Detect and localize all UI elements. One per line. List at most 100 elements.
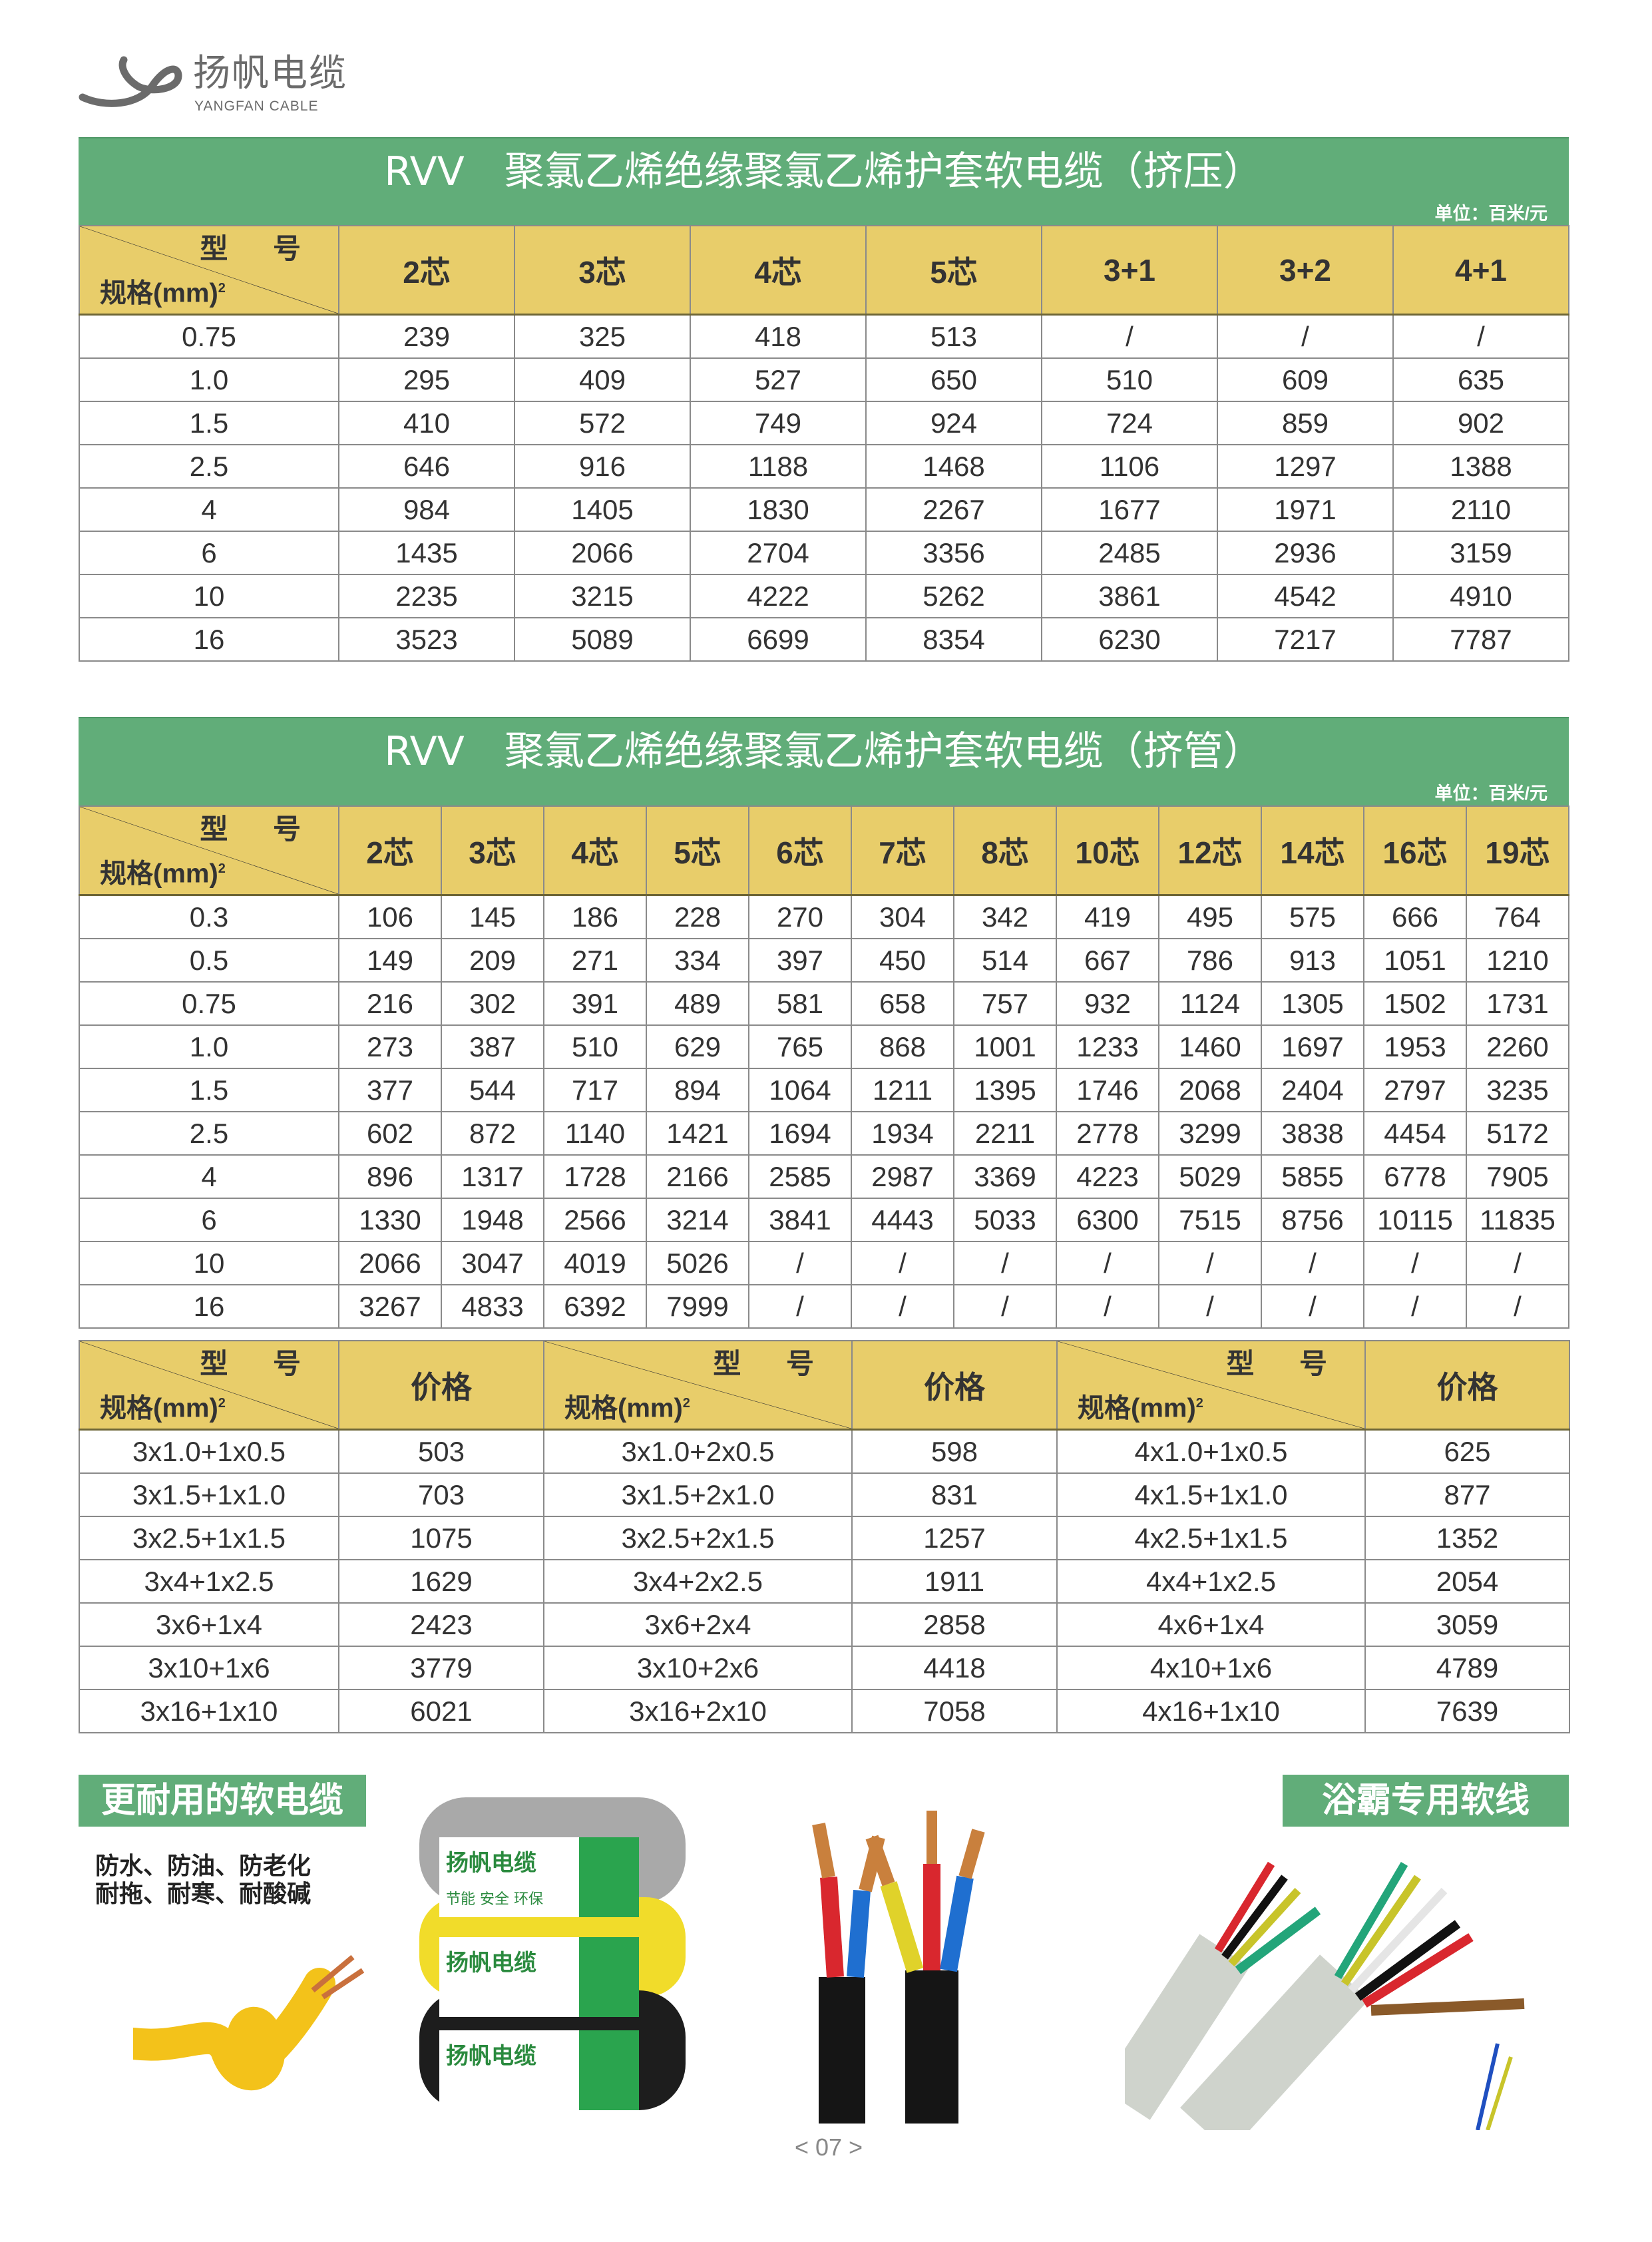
price-cell: 495: [1158, 894, 1262, 939]
price-cell: 3215: [514, 574, 691, 618]
column-header: 12芯: [1158, 805, 1262, 896]
bath-heater-cables-image: [1125, 1861, 1525, 2130]
price-cell: 4222: [690, 574, 867, 618]
corner-model-label: 型 号: [1226, 1348, 1346, 1379]
price-cell: 3299: [1158, 1111, 1262, 1156]
price-cell: 1694: [748, 1111, 852, 1156]
price-cell: 6230: [1041, 617, 1218, 662]
spec-cell: 0.3: [79, 894, 339, 939]
price-cell: 270: [748, 894, 852, 939]
price-cell: 1468: [865, 444, 1042, 489]
price-cell: 658: [851, 981, 954, 1026]
right-promo-tag: 浴霸专用软线: [1283, 1775, 1569, 1827]
price-cell: 765: [748, 1024, 852, 1069]
price-cell: 514: [953, 938, 1057, 983]
diagonal-divider: [1058, 1341, 1364, 1429]
price-cell: 3267: [338, 1284, 442, 1329]
price-cell: 724: [1041, 401, 1218, 445]
price-cell: 2404: [1261, 1068, 1364, 1112]
corner-model-label: 型 号: [200, 813, 319, 845]
price-cell: 7787: [1392, 617, 1569, 662]
price-cell: 5029: [1158, 1154, 1262, 1199]
column-header: 5芯: [646, 805, 749, 896]
price-cell: 1971: [1217, 487, 1394, 532]
price-cell: 391: [543, 981, 647, 1026]
combo-price-table: 型 号规格(mm)2 价格型 号规格(mm)2 价格型 号规格(mm)2 价格 3x1.…: [79, 1340, 1570, 1733]
spool-brand-text: 扬帆电缆: [446, 1950, 536, 1976]
price-cell: 877: [1364, 1472, 1570, 1517]
price-cell: /: [1392, 314, 1569, 359]
price-cell: 1124: [1158, 981, 1262, 1026]
price-cell: 3861: [1041, 574, 1218, 618]
column-header: 4芯: [543, 805, 647, 896]
table-row: 0.3 106 145 186 228 270 304 342 419 495 575 666 764: [79, 894, 1569, 939]
spool-brand-text: 扬帆电缆: [446, 2043, 536, 2070]
price-cell: /: [1158, 1241, 1262, 1285]
price-cell: 3047: [441, 1241, 544, 1285]
combo-row: 3x16+1x10 6021 3x16+2x10 7058 4x16+1x10 7639: [79, 1689, 1570, 1733]
spec-sup: 2: [682, 1395, 690, 1411]
left-promo-tag: 更耐用的软电缆: [79, 1775, 366, 1827]
price-cell: 239: [338, 314, 515, 359]
price-cell: 8756: [1261, 1198, 1364, 1242]
column-header: 19芯: [1466, 805, 1569, 896]
price-cell: 4910: [1392, 574, 1569, 618]
feature-line: 耐拖、耐寒、耐酸碱: [95, 1880, 311, 1907]
price-cell: /: [851, 1284, 954, 1329]
price-cell: 377: [338, 1068, 442, 1112]
price-cell: 5089: [514, 617, 691, 662]
table1-title-bar: RVV 聚氯乙烯绝缘聚氯乙烯护套软电缆（挤压） 单位：百米/元: [79, 137, 1569, 227]
price-cell: 6392: [543, 1284, 647, 1329]
cable-loop-logo-icon: [79, 56, 182, 107]
price-cell: 186: [543, 894, 647, 939]
knotted-cable-image: [133, 1954, 365, 2091]
price-cell: 650: [865, 357, 1042, 402]
price-cell: 216: [338, 981, 442, 1026]
price-cell: 1405: [514, 487, 691, 532]
price-cell: 1731: [1466, 981, 1569, 1026]
price-cell: 1629: [338, 1559, 544, 1604]
corner-spec-label: 规格(mm)2: [100, 1388, 226, 1423]
corner-header: 型 号规格(mm)2: [79, 225, 339, 316]
price-cell: 295: [338, 357, 515, 402]
price-cell: 2054: [1364, 1559, 1570, 1604]
price-cell: 1106: [1041, 444, 1218, 489]
price-cell: 2211: [953, 1111, 1057, 1156]
spec-cell: 0.5: [79, 938, 339, 983]
price-cell: /: [851, 1241, 954, 1285]
column-header: 10芯: [1056, 805, 1159, 896]
price-cell: 635: [1392, 357, 1569, 402]
spec-cell: 4x1.0+1x0.5: [1056, 1429, 1366, 1474]
column-header: 8芯: [953, 805, 1057, 896]
price-cell: 1297: [1217, 444, 1394, 489]
price-cell: 410: [338, 401, 515, 445]
table-row: 0.75 216 302 391 489 581 658 757 932 1124 1305 1502…: [79, 981, 1569, 1026]
price-cell: 10115: [1363, 1198, 1467, 1242]
table-row: 6 1330 1948 2566 3214 3841 4443 5033 6300 7515 875…: [79, 1198, 1569, 1242]
price-cell: 667: [1056, 938, 1159, 983]
price-cell: 932: [1056, 981, 1159, 1026]
diagonal-divider: [80, 1341, 338, 1429]
price-cell: 6699: [690, 617, 867, 662]
table1-price-table: 型 号规格(mm)2 2芯 3芯 4芯 5芯 3+1 3+2 4+1 0.75 239 325 418…: [79, 225, 1569, 662]
price-cell: 625: [1364, 1429, 1570, 1474]
price-cell: 5033: [953, 1198, 1057, 1242]
price-cell: 3523: [338, 617, 515, 662]
price-cell: 527: [690, 357, 867, 402]
spec-cell: 16: [79, 1284, 339, 1329]
price-cell: 2778: [1056, 1111, 1159, 1156]
price-cell: 2585: [748, 1154, 852, 1199]
price-cell: 872: [441, 1111, 544, 1156]
price-cell: 4019: [543, 1241, 647, 1285]
price-cell: 1911: [851, 1559, 1058, 1604]
spec-cell: 3x1.5+2x1.0: [543, 1472, 853, 1517]
price-cell: 3838: [1261, 1111, 1364, 1156]
price-cell: 5855: [1261, 1154, 1364, 1199]
price-cell: 1728: [543, 1154, 647, 1199]
price-cell: 2566: [543, 1198, 647, 1242]
spec-text: 规格(mm): [564, 1393, 683, 1423]
price-cell: 1830: [690, 487, 867, 532]
corner-header: 型 号规格(mm)2: [79, 1340, 339, 1431]
price-cell: 5026: [646, 1241, 749, 1285]
price-column-header: 价格: [338, 1340, 544, 1431]
